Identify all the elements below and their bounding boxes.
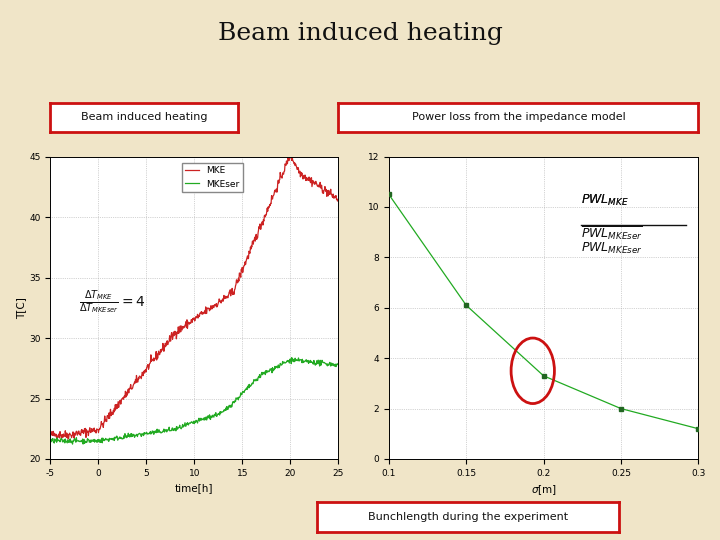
Text: $\mathit{PWL}_{MKE}$: $\mathit{PWL}_{MKE}$ <box>581 193 629 208</box>
MKEser <box>334 360 343 367</box>
MKE <box>177 323 186 329</box>
MKEser <box>239 388 248 395</box>
Y-axis label: T[C]: T[C] <box>17 297 27 319</box>
MKEser <box>68 441 77 447</box>
X-axis label: time[h]: time[h] <box>175 483 214 493</box>
MKE <box>64 436 73 442</box>
Text: Beam induced heating: Beam induced heating <box>81 112 207 123</box>
MKE <box>264 208 272 214</box>
MKE <box>287 149 296 156</box>
MKEser <box>264 368 272 374</box>
Line: MKE: MKE <box>50 152 338 439</box>
Text: $\mathit{PWL}_{MKE}$
$\overline{\mathit{PWL}_{MKEser}}$: $\mathit{PWL}_{MKE}$ $\overline{\mathit{… <box>581 192 642 242</box>
Text: $\mathit{PWL}_{MKEser}$: $\mathit{PWL}_{MKEser}$ <box>581 241 642 256</box>
Text: Bunchlength during the experiment: Bunchlength during the experiment <box>368 512 568 522</box>
Text: Beam induced heating: Beam induced heating <box>217 22 503 45</box>
MKE <box>46 430 55 437</box>
MKE <box>216 298 225 305</box>
Text: $\frac{\Delta T_{MKE}}{\Delta T_{MKEser}}=4$: $\frac{\Delta T_{MKE}}{\Delta T_{MKEser}… <box>79 288 146 315</box>
Text: Power loss from the impedance model: Power loss from the impedance model <box>412 112 625 123</box>
MKE <box>239 266 248 272</box>
MKE <box>97 421 106 428</box>
MKEser <box>97 435 106 442</box>
MKEser <box>177 426 186 432</box>
MKEser <box>216 410 225 416</box>
MKE <box>334 195 343 202</box>
MKEser <box>46 437 55 443</box>
MKEser <box>121 430 130 437</box>
MKEser <box>287 354 296 361</box>
X-axis label: $\sigma$[m]: $\sigma$[m] <box>531 483 557 497</box>
Line: MKEser: MKEser <box>50 357 338 444</box>
Legend: MKE, MKEser: MKE, MKEser <box>181 163 243 192</box>
MKE <box>121 394 130 401</box>
